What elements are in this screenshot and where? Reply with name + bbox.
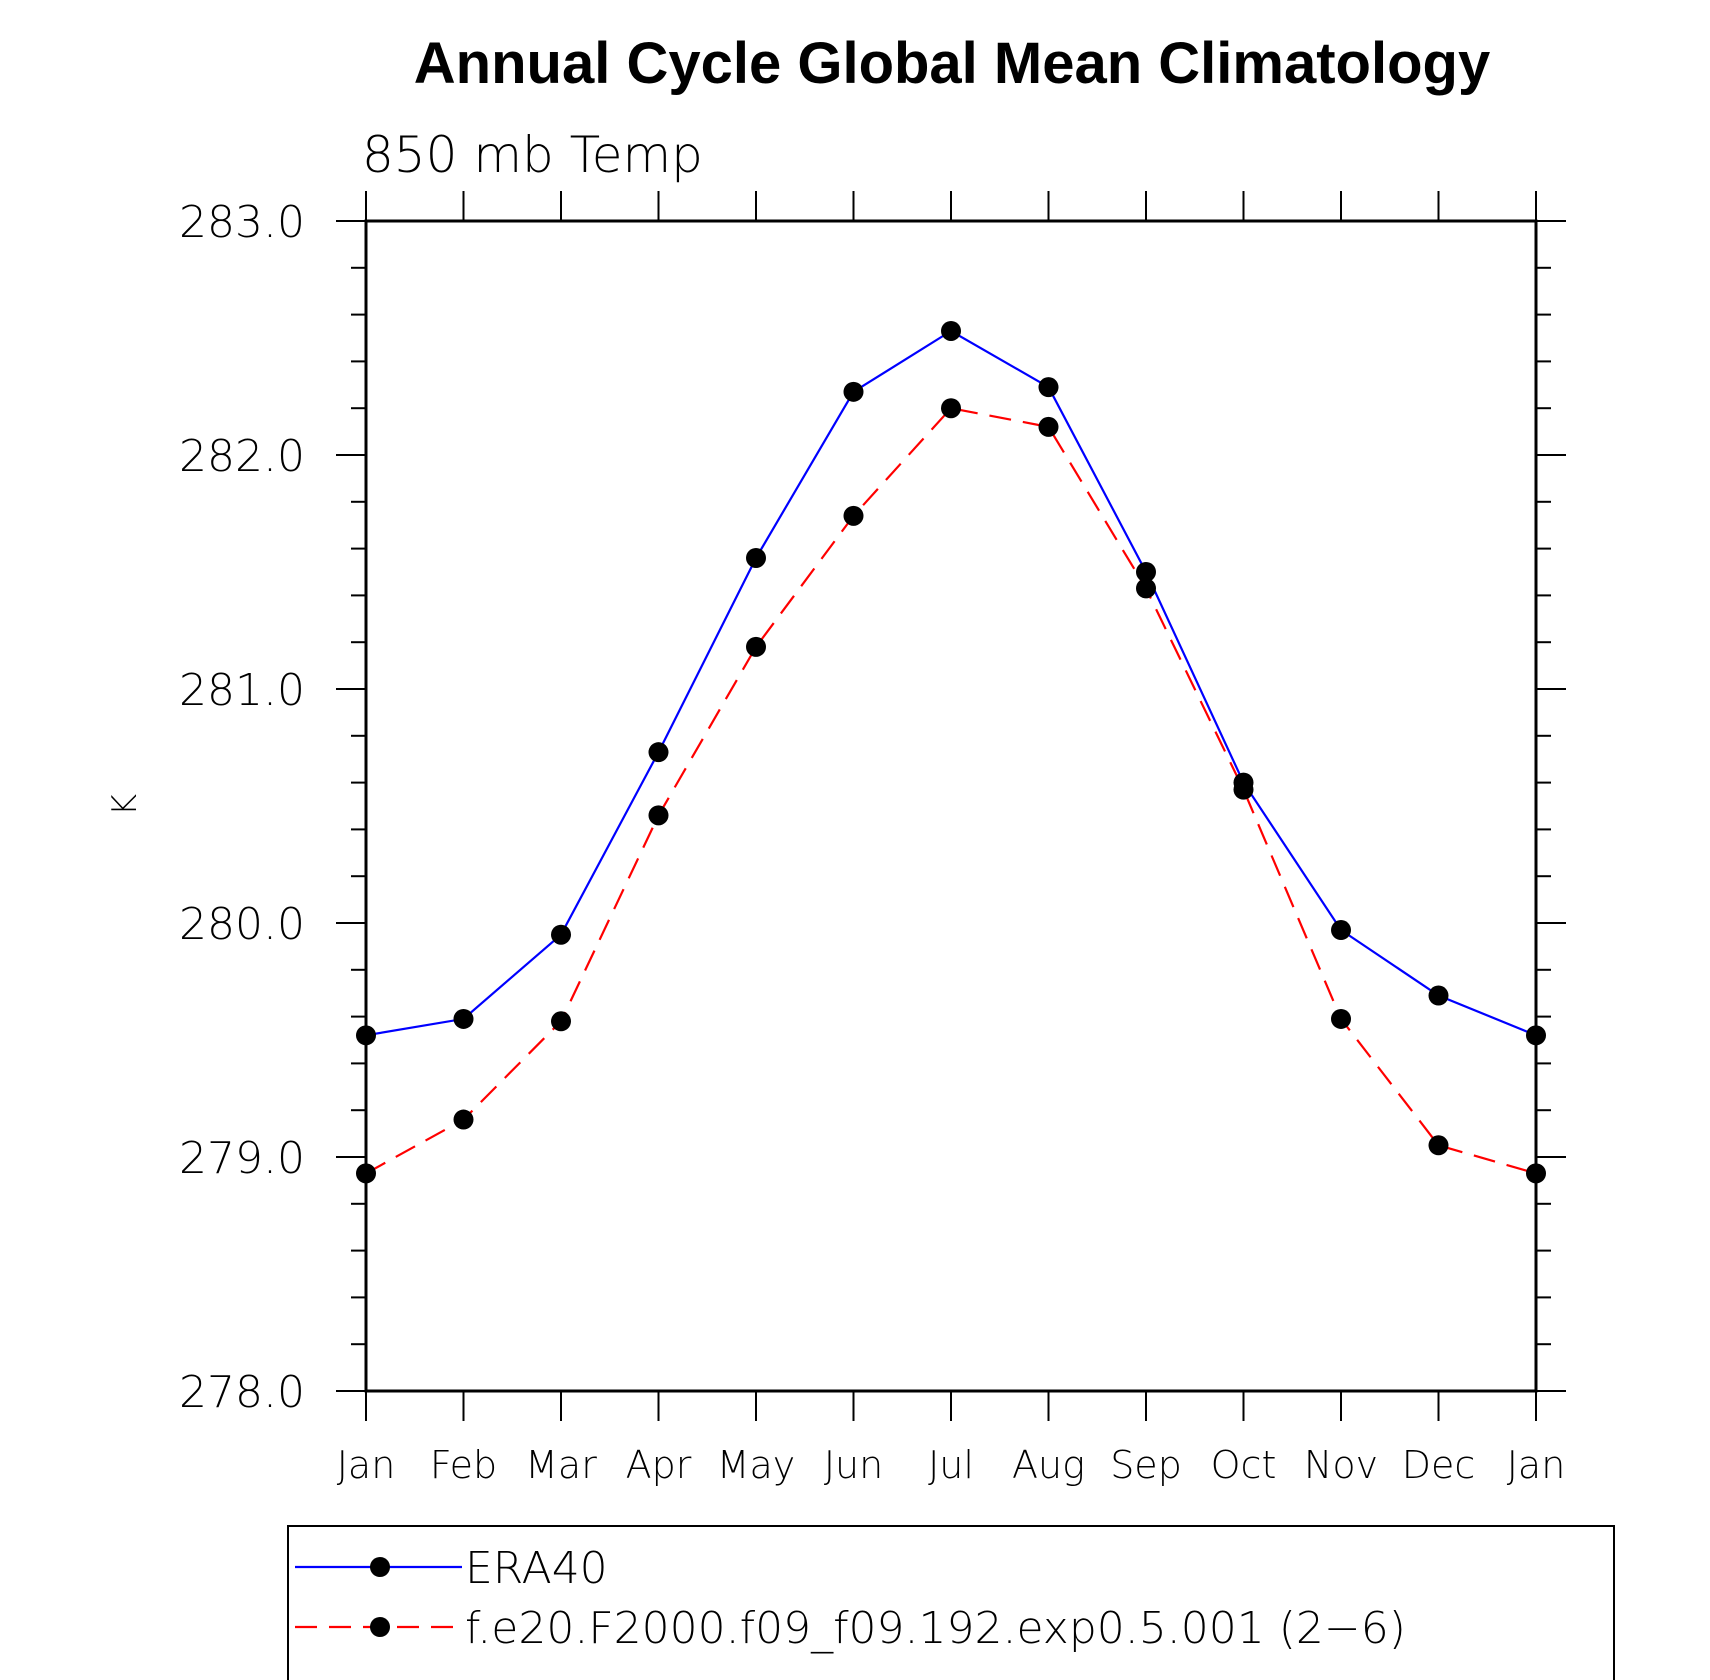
y-tick-label: 282.0	[179, 431, 305, 482]
series-1-marker	[843, 381, 864, 402]
series-1-marker	[453, 1008, 474, 1029]
series-2-marker	[1038, 416, 1059, 437]
series-1-marker	[551, 924, 571, 945]
legend-marker-1	[370, 1557, 390, 1577]
y-tick-label: 278.0	[179, 1367, 305, 1418]
series-2-marker	[1428, 1135, 1449, 1156]
x-tick-label: Jun	[824, 1443, 883, 1487]
series-line-1	[365, 329, 1537, 1037]
series-2-marker	[1233, 779, 1254, 800]
series-2-marker	[1526, 1163, 1546, 1184]
series-1-marker	[1428, 985, 1449, 1006]
y-tick-label: 279.0	[179, 1133, 305, 1184]
series-2-marker	[453, 1109, 474, 1130]
x-tick-label: Jul	[928, 1443, 974, 1487]
legend-label-2: f.e20.F2000.f09_f09.192.exp0.5.001 (2−6)	[465, 1603, 1406, 1654]
legend-marker-2	[370, 1617, 390, 1637]
x-tick-label: Mar	[525, 1443, 597, 1487]
x-tick-label: Aug	[1012, 1443, 1085, 1487]
x-tick-label: Apr	[626, 1443, 692, 1487]
series-1-marker	[1331, 920, 1351, 941]
series-1-marker	[1526, 1025, 1546, 1046]
series-1-marker	[941, 320, 961, 341]
y-tick-label: 281.0	[179, 665, 305, 716]
series-2-marker	[843, 505, 864, 526]
x-tick-label: Oct	[1211, 1443, 1277, 1487]
series-1-marker	[356, 1025, 376, 1046]
series-2-marker	[941, 398, 961, 419]
series-2-marker	[356, 1163, 376, 1184]
x-tick-label: May	[717, 1443, 796, 1487]
x-tick-label: Nov	[1304, 1443, 1378, 1487]
x-tick-label: Sep	[1110, 1443, 1182, 1487]
series-2-marker	[1136, 578, 1156, 599]
y-tick-label: 283.0	[179, 197, 305, 248]
series-1-marker	[648, 742, 669, 763]
series-2-marker	[648, 805, 669, 826]
x-tick-label: Jan	[337, 1443, 396, 1487]
legend: ERA40 f.e20.F2000.f09_f09.192.exp0.5.001 …	[287, 1525, 1615, 1680]
x-tick-label: Dec	[1402, 1443, 1476, 1487]
series-1-marker	[1136, 562, 1156, 582]
y-tick-label: 280.0	[179, 899, 305, 950]
series-2-marker	[551, 1011, 571, 1032]
series-2-marker	[1331, 1008, 1351, 1029]
legend-box	[287, 1525, 1615, 1680]
y-axis-label: K	[105, 794, 145, 816]
series-2-marker	[746, 636, 766, 657]
chart-subtitle: 850 mb Temp	[362, 126, 703, 184]
series-1-marker	[1038, 377, 1059, 398]
series-layer	[356, 320, 1546, 1184]
series-1-marker	[746, 547, 766, 568]
series-line-2	[365, 407, 1537, 1175]
x-tick-label: Jan	[1507, 1443, 1566, 1487]
x-tick-label: Feb	[430, 1443, 497, 1487]
chart-title: Annual Cycle Global Mean Climatology	[414, 31, 1490, 96]
plot-frame	[364, 219, 1538, 1393]
legend-label-1: ERA40	[465, 1543, 608, 1594]
axes-layer: 283.0 282.0 281.0 280.0 279.0 278.0 Jan Feb Mar A…	[179, 191, 1566, 1487]
